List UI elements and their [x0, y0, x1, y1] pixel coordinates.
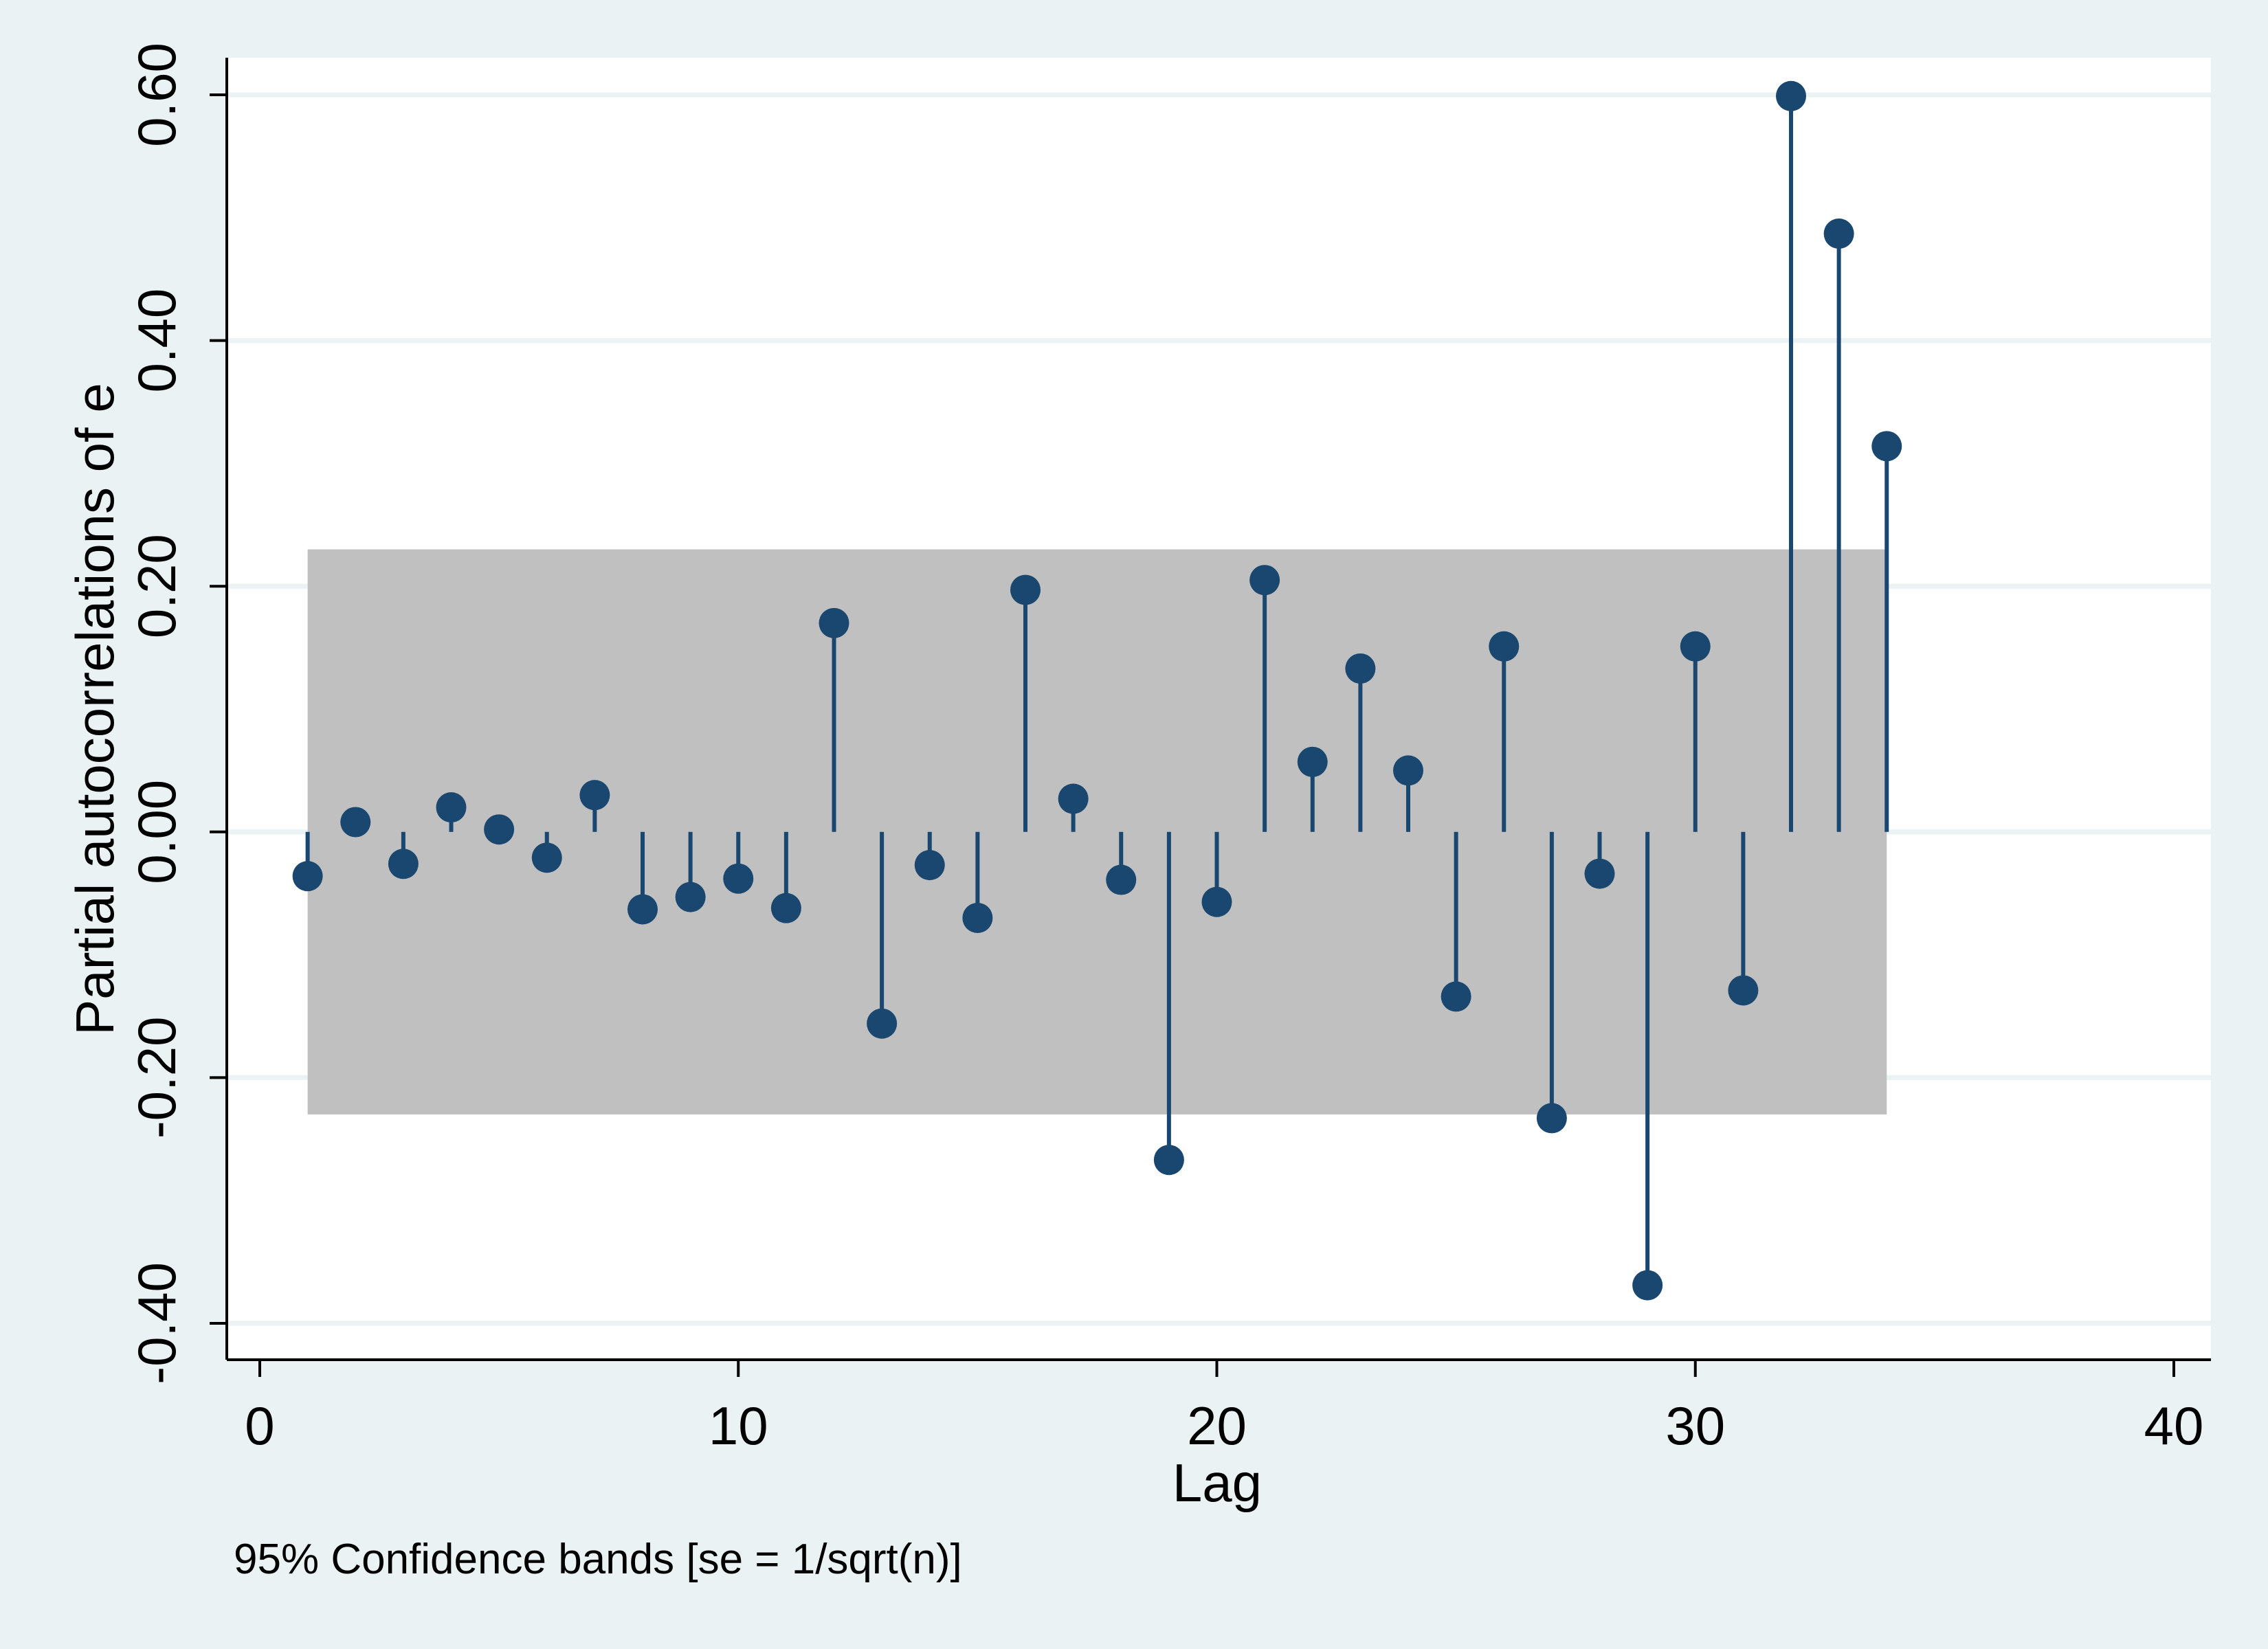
marker-lag-13 [867, 1008, 898, 1039]
marker-lag-4 [436, 792, 467, 823]
x-axis-title: Lag [1172, 1452, 1262, 1513]
marker-lag-16 [1010, 574, 1041, 605]
markers [292, 80, 1902, 1301]
x-axis-ticks: 0 10 20 30 40 [245, 1360, 2203, 1456]
y-axis-ticks: -0.40 -0.20 0.00 0.20 0.40 0.60 [126, 43, 227, 1384]
y-axis-title: Partial autocorrelations of e [65, 383, 125, 1035]
marker-lag-1 [292, 861, 323, 892]
marker-lag-2 [340, 807, 371, 838]
marker-lag-20 [1201, 886, 1232, 917]
marker-lag-23 [1345, 653, 1376, 684]
marker-lag-22 [1297, 746, 1328, 777]
marker-lag-34 [1871, 431, 1902, 462]
y-tick-label-0.60: 0.60 [126, 43, 187, 147]
marker-lag-26 [1489, 631, 1520, 662]
marker-lag-25 [1441, 981, 1471, 1012]
y-tick-label-0.20: 0.20 [126, 534, 187, 638]
marker-lag-27 [1536, 1103, 1567, 1134]
marker-lag-21 [1249, 565, 1280, 596]
marker-lag-12 [819, 607, 849, 638]
marker-lag-28 [1584, 858, 1615, 889]
marker-lag-14 [914, 850, 945, 881]
x-tick-label-30: 30 [1665, 1395, 1725, 1456]
y-tick-label--0.40: -0.40 [126, 1262, 187, 1384]
marker-lag-19 [1153, 1145, 1184, 1176]
marker-lag-33 [1823, 218, 1854, 249]
y-tick-label-0.40: 0.40 [126, 289, 187, 393]
chart-note: 95% Confidence bands [se = 1/sqrt(n)] [234, 1536, 962, 1583]
confidence-band [307, 549, 1887, 1115]
marker-lag-15 [962, 902, 993, 933]
marker-lag-3 [388, 849, 419, 879]
marker-lag-11 [770, 893, 801, 923]
marker-lag-31 [1728, 975, 1759, 1006]
x-tick-label-20: 20 [1187, 1395, 1247, 1456]
marker-lag-5 [484, 814, 515, 845]
y-tick-label-0.00: 0.00 [126, 780, 187, 884]
marker-lag-10 [723, 863, 754, 894]
marker-lag-9 [675, 882, 706, 912]
marker-lag-24 [1393, 755, 1423, 786]
x-tick-label-40: 40 [2144, 1395, 2204, 1456]
marker-lag-29 [1632, 1270, 1663, 1301]
marker-lag-6 [531, 842, 562, 873]
y-tick-label--0.20: -0.20 [126, 1017, 187, 1139]
x-tick-label-0: 0 [245, 1395, 274, 1456]
marker-lag-30 [1680, 631, 1711, 662]
marker-lag-7 [579, 780, 610, 811]
marker-lag-17 [1058, 783, 1089, 814]
marker-lag-8 [627, 894, 658, 925]
marker-lag-18 [1106, 864, 1137, 895]
marker-lag-32 [1776, 80, 1806, 111]
x-tick-label-10: 10 [709, 1395, 768, 1456]
